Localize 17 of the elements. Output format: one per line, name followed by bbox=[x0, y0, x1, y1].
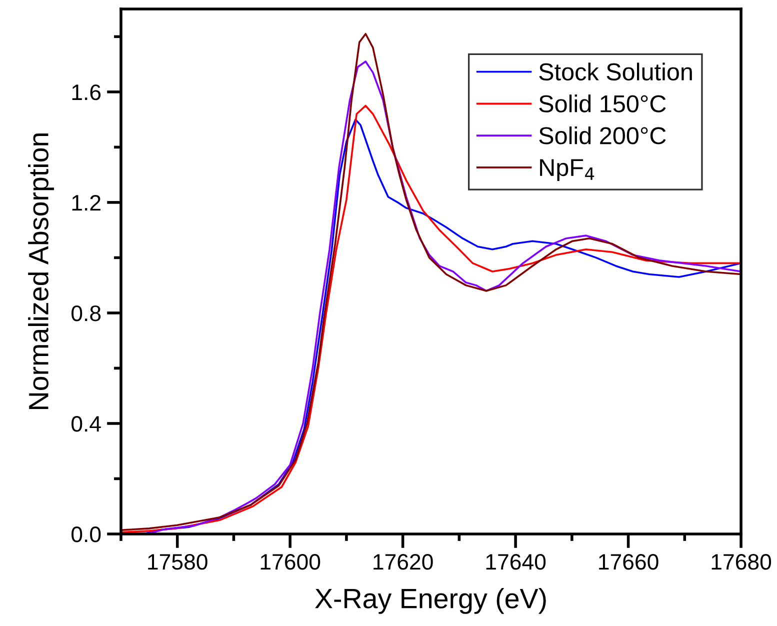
legend-label: Stock Solution bbox=[539, 62, 692, 81]
legend-label: Solid 150°C bbox=[539, 94, 666, 112]
y-tick-label: 0.0 bbox=[72, 526, 101, 542]
x-tick-label: 17580 bbox=[148, 554, 208, 570]
x-tick-label: 17680 bbox=[712, 554, 772, 570]
x-axis-title: X-Ray Energy (eV) bbox=[315, 588, 546, 614]
y-axis-title: Normalized Absorption bbox=[28, 134, 54, 409]
y-tick-label: 0.4 bbox=[72, 416, 101, 432]
x-tick-label: 17660 bbox=[599, 554, 658, 570]
y-tick-label: 1.6 bbox=[72, 84, 101, 100]
legend-label: Solid 200°C bbox=[539, 126, 666, 144]
x-tick-label: 17640 bbox=[486, 554, 546, 570]
y-tick-label: 1.2 bbox=[72, 194, 100, 210]
x-tick-label: 17620 bbox=[374, 554, 433, 570]
legend-label: NpF$_{4}$ bbox=[540, 159, 594, 181]
x-tick-label: 17600 bbox=[260, 554, 320, 570]
y-tick-label: 0.8 bbox=[72, 305, 101, 322]
